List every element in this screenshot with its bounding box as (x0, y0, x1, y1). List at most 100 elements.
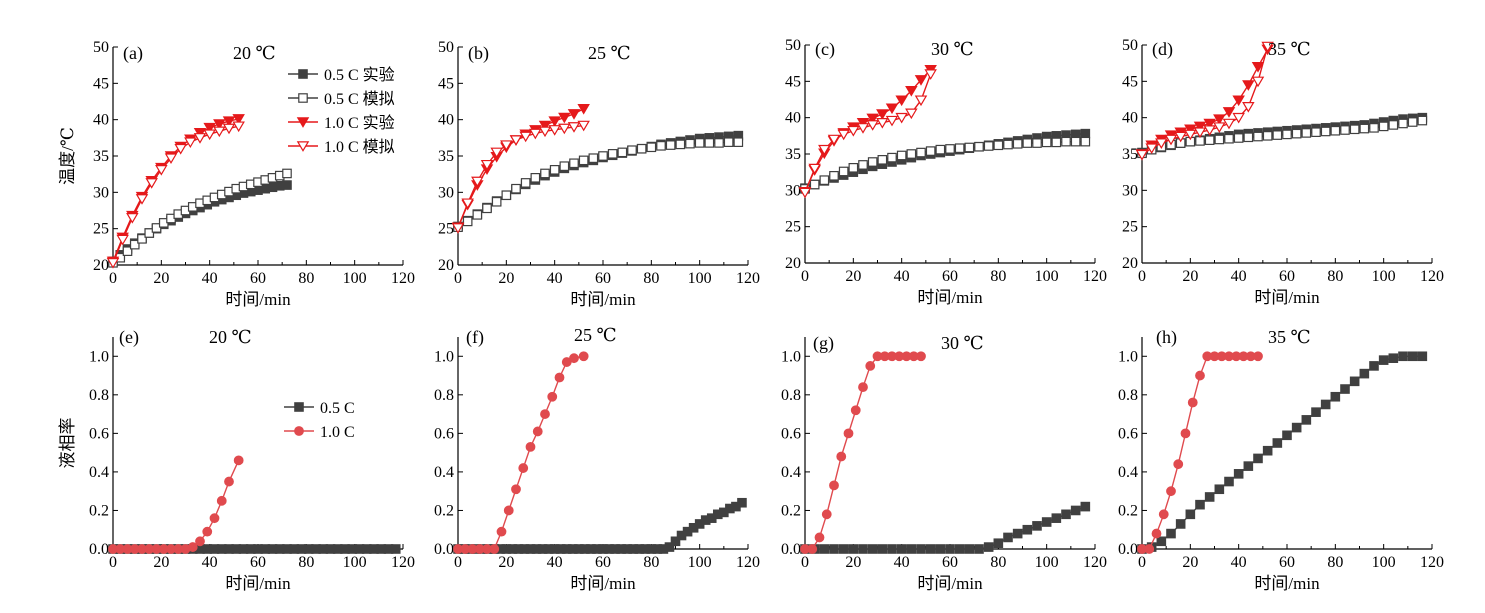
data-point (636, 143, 647, 154)
data-point (896, 544, 907, 554)
x-tick-label: 20 (1182, 554, 1198, 571)
data-point (1195, 370, 1205, 381)
data-point (1320, 399, 1331, 410)
y-tick-label: 30 (785, 182, 801, 199)
data-point (1359, 368, 1370, 379)
data-point (1272, 438, 1283, 448)
data-point (559, 161, 570, 171)
data-point (232, 114, 245, 125)
data-point (155, 165, 168, 176)
data-point (914, 75, 928, 86)
data-point (547, 391, 558, 402)
data-point (885, 103, 899, 115)
data-point (685, 138, 695, 149)
data-point (954, 544, 965, 554)
data-point (126, 213, 139, 224)
y-tick-label: 40 (93, 112, 109, 129)
data-point (1203, 118, 1216, 130)
data-point (491, 196, 502, 207)
data-point (819, 544, 830, 554)
x-tick-label: 60 (250, 270, 266, 287)
y-tick-label: 30 (1122, 182, 1138, 199)
data-point (462, 216, 473, 227)
x-axis-title: 时间/min (570, 290, 636, 309)
data-point (895, 112, 908, 124)
y-tick-label: 45 (438, 75, 454, 92)
data-point (1398, 351, 1408, 362)
data-point (1184, 129, 1197, 141)
data-point (848, 163, 859, 173)
data-point (1175, 519, 1186, 529)
data-point (877, 155, 888, 165)
data-point (1320, 126, 1331, 137)
data-point (1407, 351, 1418, 362)
data-point (213, 126, 226, 138)
data-point (1180, 428, 1191, 439)
data-point (925, 544, 936, 554)
data-point (1243, 461, 1254, 471)
x-tick-label: 100 (1372, 268, 1396, 285)
data-point (866, 113, 879, 125)
series-0.5-C-模拟 (800, 136, 1091, 194)
data-point (233, 455, 244, 466)
data-point (116, 234, 129, 246)
x-tick-label: 60 (595, 270, 611, 287)
temperature-label: 35 ℃ (1268, 39, 1311, 59)
x-tick-label: 120 (1420, 268, 1444, 285)
x-tick-label: 40 (894, 268, 910, 285)
temperature-label: 30 ℃ (931, 39, 974, 59)
data-point (935, 544, 946, 554)
data-point (489, 544, 500, 554)
data-point (836, 451, 847, 462)
y-tick-label: 1.0 (781, 348, 801, 365)
data-point (1003, 139, 1013, 150)
data-point (122, 246, 133, 256)
x-tick-label: 40 (547, 554, 563, 571)
y-tick-label: 50 (93, 39, 109, 56)
data-point (1398, 118, 1408, 129)
y-tick-label: 0.0 (434, 541, 454, 558)
y-tick-label: 40 (785, 110, 801, 127)
series-1.0-C-模拟 (1135, 41, 1274, 161)
data-point (1080, 501, 1091, 512)
data-point (829, 480, 839, 491)
data-point (202, 526, 213, 537)
x-tick-label: 40 (1231, 554, 1247, 571)
x-tick-label: 20 (153, 554, 169, 571)
data-point (821, 509, 832, 520)
data-point (511, 484, 521, 495)
data-point (1369, 123, 1379, 133)
data-point (664, 542, 675, 552)
y-tick-label: 50 (785, 37, 801, 54)
data-point (174, 143, 187, 155)
data-point (993, 538, 1004, 549)
data-point (867, 157, 878, 167)
data-point (1272, 130, 1283, 140)
x-tick-label: 60 (942, 554, 958, 571)
data-point (511, 183, 521, 194)
data-point (187, 542, 198, 552)
data-point (1232, 95, 1245, 107)
data-point (540, 409, 550, 419)
data-point (827, 134, 841, 146)
data-point (222, 123, 236, 135)
data-point (1388, 120, 1399, 130)
data-point (1261, 41, 1274, 53)
x-tick-label: 0 (109, 554, 117, 571)
data-point (1291, 422, 1302, 433)
data-point (144, 228, 155, 238)
data-point (905, 108, 918, 120)
x-tick-label: 60 (1279, 554, 1295, 571)
data-point (1187, 397, 1198, 408)
y-tick-label: 35 (1122, 146, 1138, 163)
data-point (1166, 486, 1176, 497)
data-point (867, 544, 878, 554)
data-point (1253, 453, 1263, 464)
data-point (480, 159, 494, 171)
data-point (282, 168, 292, 179)
data-point (1251, 76, 1265, 88)
data-point (538, 120, 552, 132)
data-point (1041, 517, 1052, 527)
data-point (496, 526, 507, 537)
